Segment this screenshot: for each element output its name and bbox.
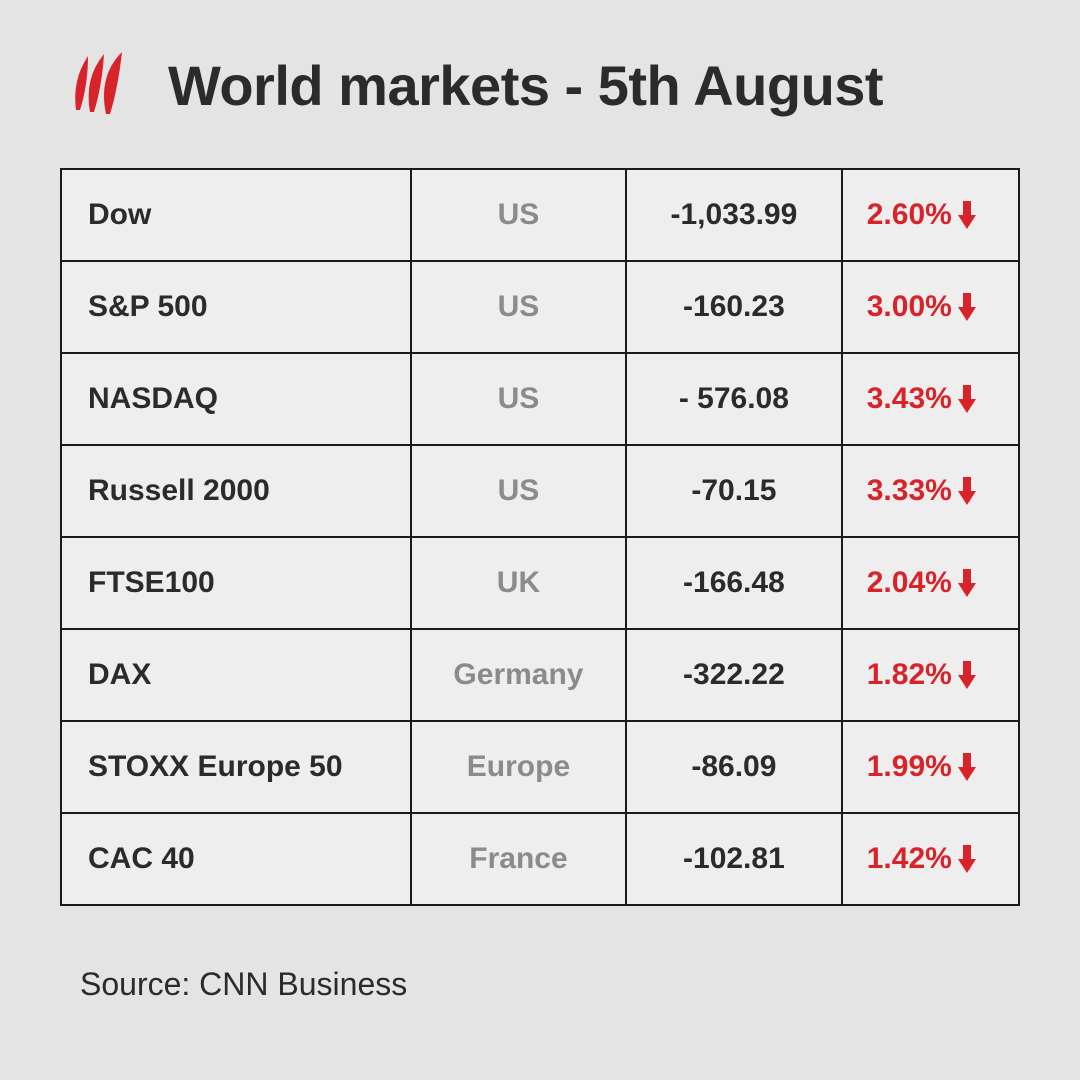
index-change: -102.81 xyxy=(626,813,841,905)
index-region: Europe xyxy=(411,721,627,813)
table-row: FTSE100UK-166.48 2.04% xyxy=(61,537,1019,629)
pct-value: 3.33% xyxy=(867,474,952,508)
pct-value: 2.04% xyxy=(867,566,952,600)
index-region: Germany xyxy=(411,629,627,721)
index-pct: 2.04% xyxy=(842,537,1019,629)
index-name: Russell 2000 xyxy=(61,445,411,537)
index-pct: 1.82% xyxy=(842,629,1019,721)
table-row: STOXX Europe 50Europe-86.09 1.99% xyxy=(61,721,1019,813)
index-change: -166.48 xyxy=(626,537,841,629)
arrow-down-icon xyxy=(958,385,976,413)
index-region: US xyxy=(411,445,627,537)
index-pct: 3.00% xyxy=(842,261,1019,353)
index-region: US xyxy=(411,353,627,445)
arrow-down-icon xyxy=(958,569,976,597)
index-region: UK xyxy=(411,537,627,629)
index-name: Dow xyxy=(61,169,411,261)
index-pct: 1.99% xyxy=(842,721,1019,813)
markets-table: DowUS-1,033.992.60%S&P 500US-160.233.00%… xyxy=(60,168,1020,906)
pct-value: 1.99% xyxy=(867,750,952,784)
pct-value: 3.43% xyxy=(867,382,952,416)
index-pct: 1.42% xyxy=(842,813,1019,905)
pct-value: 1.82% xyxy=(867,658,952,692)
index-name: S&P 500 xyxy=(61,261,411,353)
markets-table-body: DowUS-1,033.992.60%S&P 500US-160.233.00%… xyxy=(61,169,1019,905)
index-change: -1,033.99 xyxy=(626,169,841,261)
index-region: France xyxy=(411,813,627,905)
index-name: DAX xyxy=(61,629,411,721)
sbs-logo-icon xyxy=(70,50,140,120)
arrow-down-icon xyxy=(958,477,976,505)
index-pct: 3.43% xyxy=(842,353,1019,445)
header: World markets - 5th August xyxy=(60,50,1020,120)
arrow-down-icon xyxy=(958,753,976,781)
index-region: US xyxy=(411,261,627,353)
index-name: STOXX Europe 50 xyxy=(61,721,411,813)
table-row: Russell 2000US-70.15 3.33% xyxy=(61,445,1019,537)
pct-value: 3.00% xyxy=(867,290,952,324)
page-title: World markets - 5th August xyxy=(168,53,883,118)
arrow-down-icon xyxy=(958,845,976,873)
index-pct: 2.60% xyxy=(842,169,1019,261)
arrow-down-icon xyxy=(958,201,976,229)
table-row: CAC 40France-102.81 1.42% xyxy=(61,813,1019,905)
index-name: CAC 40 xyxy=(61,813,411,905)
pct-value: 1.42% xyxy=(867,842,952,876)
index-name: NASDAQ xyxy=(61,353,411,445)
index-name: FTSE100 xyxy=(61,537,411,629)
arrow-down-icon xyxy=(958,293,976,321)
index-pct: 3.33% xyxy=(842,445,1019,537)
table-row: S&P 500US-160.23 3.00% xyxy=(61,261,1019,353)
pct-value: 2.60% xyxy=(867,198,952,232)
index-change: - 576.08 xyxy=(626,353,841,445)
index-region: US xyxy=(411,169,627,261)
arrow-down-icon xyxy=(958,661,976,689)
source-line: Source: CNN Business xyxy=(60,966,1020,1003)
index-change: -160.23 xyxy=(626,261,841,353)
index-change: -86.09 xyxy=(626,721,841,813)
table-row: NASDAQUS- 576.08 3.43% xyxy=(61,353,1019,445)
table-row: DAXGermany-322.22 1.82% xyxy=(61,629,1019,721)
page: World markets - 5th August DowUS-1,033.9… xyxy=(0,0,1080,1043)
index-change: -322.22 xyxy=(626,629,841,721)
index-change: -70.15 xyxy=(626,445,841,537)
table-row: DowUS-1,033.99 2.60% xyxy=(61,169,1019,261)
